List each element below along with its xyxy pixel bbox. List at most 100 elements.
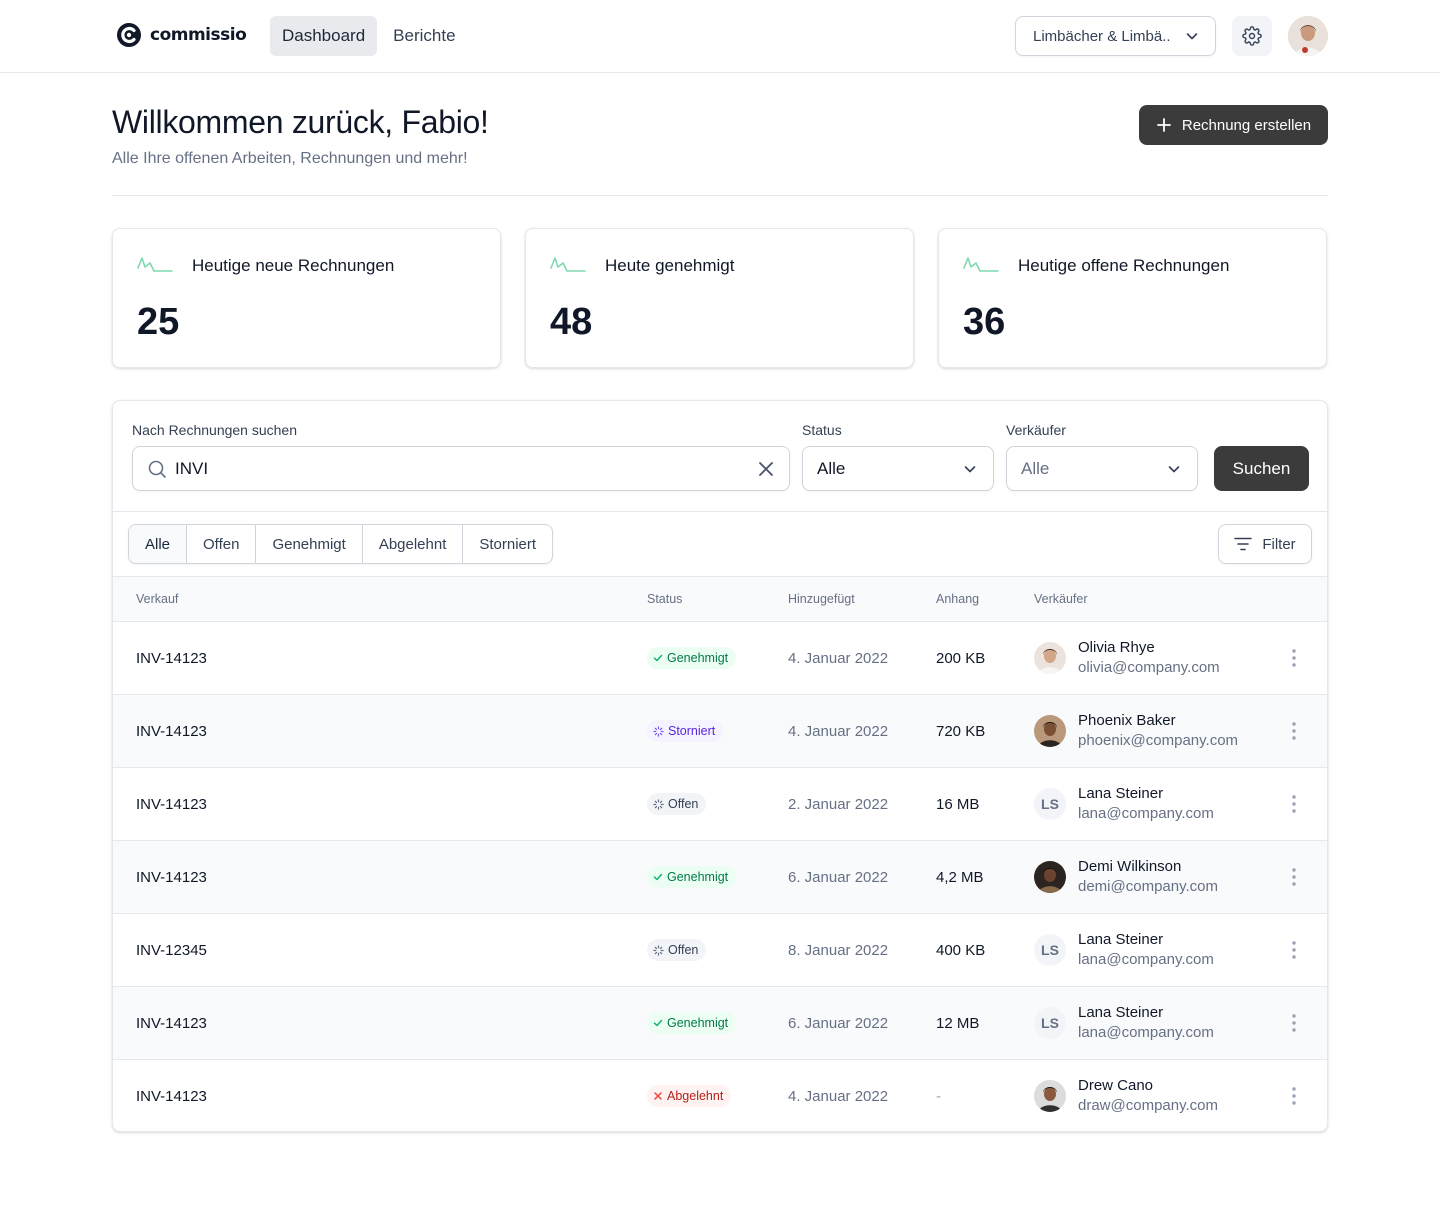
filter-button[interactable]: Filter [1218, 524, 1312, 564]
tab-cancelled[interactable]: Storniert [479, 535, 537, 553]
row-actions-button[interactable] [1283, 622, 1305, 694]
page-subtitle: Alle Ihre offenen Arbeiten, Rechnungen u… [112, 150, 468, 167]
invoice-number[interactable]: INV-14123 [136, 795, 207, 813]
seller-initials: LS [1041, 1015, 1059, 1031]
seller-avatar [1034, 642, 1066, 674]
tab-open[interactable]: Offen [187, 525, 257, 563]
status-text: Genehmigt [667, 870, 729, 884]
more-vertical-icon [1292, 795, 1296, 813]
attachment-size[interactable]: - [936, 1087, 941, 1105]
stat-card-open-invoices: Heutige offene Rechnungen 36 [938, 228, 1327, 368]
status-cell: Offen [647, 914, 707, 986]
status-cell: Offen [647, 768, 707, 840]
trend-line-icon [137, 257, 173, 272]
clear-icon[interactable] [757, 460, 775, 478]
attachment-size[interactable]: 16 MB [936, 795, 980, 813]
search-input-wrapper[interactable] [132, 446, 790, 491]
seller-avatar: LS [1034, 934, 1066, 966]
status-badge: Abgelehnt [647, 1085, 732, 1107]
search-label: Nach Rechnungen suchen [132, 422, 298, 438]
more-vertical-icon [1292, 1014, 1296, 1032]
stat-value: 25 [137, 301, 180, 343]
create-invoice-button[interactable]: Rechnung erstellen [1139, 105, 1328, 145]
tab-approved[interactable]: Genehmigt [256, 525, 363, 563]
status-text: Genehmigt [667, 1016, 729, 1030]
invoice-number[interactable]: INV-12345 [136, 941, 207, 959]
company-select-value: Limbächer & Limbä.. [1033, 27, 1171, 45]
invoice-number[interactable]: INV-14123 [136, 722, 207, 740]
attachment-size[interactable]: 4,2 MB [936, 868, 984, 886]
status-badge: Storniert [647, 720, 724, 742]
main-nav: Dashboard Berichte [270, 16, 468, 56]
row-actions-button[interactable] [1283, 695, 1305, 767]
seller-cell: Phoenix Baker phoenix@company.com [1034, 695, 1238, 767]
table-row[interactable]: INV-14123 Abgelehnt 4. Januar 2022 - Drew Ca… [113, 1060, 1327, 1131]
table-row[interactable]: INV-14123 Genehmigt 6. Januar 2022 4,2 MB De… [113, 841, 1327, 914]
tab-rejected[interactable]: Abgelehnt [363, 525, 464, 563]
seller-photo [1034, 715, 1066, 747]
more-vertical-icon [1292, 649, 1296, 667]
status-text: Offen [668, 797, 699, 811]
tab-all[interactable]: Alle [129, 525, 188, 563]
more-vertical-icon [1292, 722, 1296, 740]
check-icon [653, 873, 663, 881]
table-row[interactable]: INV-14123 Genehmigt 6. Januar 2022 12 MB LS L… [113, 987, 1327, 1060]
seller-avatar [1034, 715, 1066, 747]
status-cell: Genehmigt [647, 987, 737, 1059]
user-avatar[interactable] [1288, 16, 1328, 56]
attachment-size[interactable]: 720 KB [936, 722, 986, 740]
search-button[interactable]: Suchen [1214, 446, 1309, 491]
invoice-number[interactable]: INV-14123 [136, 868, 207, 886]
seller-email: olivia@company.com [1078, 659, 1220, 676]
invoice-number[interactable]: INV-14123 [136, 649, 207, 667]
seller-select-value: Alle [1021, 458, 1050, 478]
attachment-size[interactable]: 400 KB [936, 941, 986, 959]
seller-email: lana@company.com [1078, 805, 1214, 822]
row-actions-button[interactable] [1283, 914, 1305, 986]
table-row[interactable]: INV-14123 Storniert 4. Januar 2022 720 KB Ph… [113, 695, 1327, 768]
seller-cell: Demi Wilkinson demi@company.com [1034, 841, 1218, 913]
search-area: Nach Rechnungen suchen Status Alle Verkä… [113, 401, 1327, 512]
invoice-number[interactable]: INV-14123 [136, 1014, 207, 1032]
seller-email: draw@company.com [1078, 1097, 1218, 1114]
seller-email: phoenix@company.com [1078, 732, 1239, 749]
commissio-logo-icon [117, 23, 141, 47]
status-select[interactable]: Alle [802, 446, 994, 491]
row-actions-button[interactable] [1283, 987, 1305, 1059]
table-header: Verkauf Status Hinzugefügt Anhang Verkäu… [113, 577, 1327, 622]
header-attachment: Anhang [936, 592, 980, 606]
stat-label: Heutige offene Rechnungen [1018, 256, 1230, 275]
table-row[interactable]: INV-14123 Offen 2. Januar 2022 16 MB LS Lana … [113, 768, 1327, 841]
row-actions-button[interactable] [1283, 841, 1305, 913]
status-badge: Genehmigt [647, 1012, 737, 1034]
nav-item-dashboard[interactable]: Dashboard [270, 16, 378, 56]
table-row[interactable]: INV-14123 Genehmigt 4. Januar 2022 200 KB Ol… [113, 622, 1327, 695]
attachment-size[interactable]: 12 MB [936, 1014, 980, 1032]
plus-icon [1156, 118, 1171, 132]
header-divider [112, 195, 1328, 196]
nav-item-berichte[interactable]: Berichte [393, 26, 456, 45]
seller-email: lana@company.com [1078, 1024, 1214, 1041]
trend-line-icon [550, 257, 586, 272]
chevron-down-icon [1186, 33, 1198, 40]
row-actions-button[interactable] [1283, 768, 1305, 840]
company-select[interactable]: Limbächer & Limbä.. [1015, 16, 1216, 56]
table-toolbar: Alle Offen Genehmigt Abgelehnt Storniert… [113, 512, 1327, 577]
seller-avatar [1034, 861, 1066, 893]
row-actions-button[interactable] [1283, 1060, 1305, 1131]
seller-select[interactable]: Alle [1006, 446, 1198, 491]
invoices-panel: Nach Rechnungen suchen Status Alle Verkä… [112, 400, 1328, 1132]
brand-logo[interactable]: commissio [116, 22, 247, 48]
status-text: Genehmigt [667, 651, 729, 665]
status-tabs: Alle Offen Genehmigt Abgelehnt Storniert [128, 524, 554, 564]
settings-button[interactable] [1232, 16, 1272, 56]
search-input[interactable] [175, 458, 749, 479]
trend-line-icon [963, 257, 999, 272]
seller-name: Lana Steiner [1078, 1004, 1164, 1021]
seller-cell: LS Lana Steiner lana@company.com [1034, 987, 1214, 1059]
table-row[interactable]: INV-12345 Offen 8. Januar 2022 400 KB LS Lana… [113, 914, 1327, 987]
attachment-size[interactable]: 200 KB [936, 649, 986, 667]
invoice-number[interactable]: INV-14123 [136, 1087, 207, 1105]
seller-initials: LS [1041, 942, 1059, 958]
page-title: Willkommen zurück, Fabio! [112, 104, 489, 140]
